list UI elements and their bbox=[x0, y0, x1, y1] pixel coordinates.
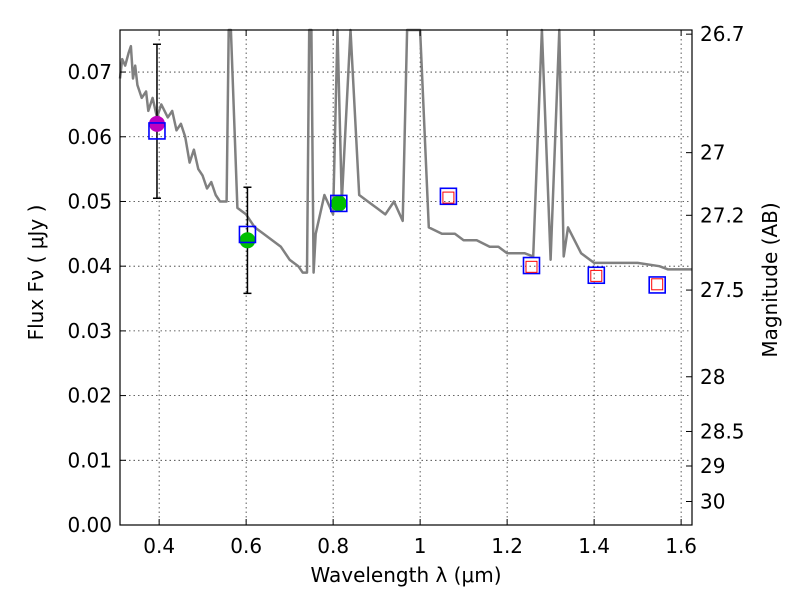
right-tick-label: 28.5 bbox=[700, 419, 745, 443]
x-tick-label: 0.6 bbox=[230, 534, 262, 558]
right-axis-label: Magnitude (AB) bbox=[758, 202, 782, 357]
synthetic-flux-square bbox=[522, 256, 541, 275]
synthetic-flux-square bbox=[238, 225, 257, 244]
right-tick-label: 28 bbox=[700, 365, 725, 389]
right-tick-label: 27.2 bbox=[700, 203, 745, 227]
axis-ticks: 0.4 0.6 0.8 1 1.2 1.4 1.6 0.00 0.01 0.02 0.03 0.04 0… bbox=[67, 22, 744, 558]
y-tick-label: 0.06 bbox=[67, 125, 112, 149]
y-tick-label: 0.02 bbox=[67, 384, 112, 408]
x-tick-label: 1.2 bbox=[491, 534, 523, 558]
x-tick-label: 1.4 bbox=[578, 534, 610, 558]
y-tick-label: 0.00 bbox=[67, 513, 112, 537]
y-tick-label: 0.05 bbox=[67, 189, 112, 213]
model-flux-square bbox=[651, 278, 664, 291]
x-tick-label: 0.4 bbox=[143, 534, 175, 558]
observed-point bbox=[239, 232, 256, 249]
grid-lines bbox=[120, 30, 692, 526]
x-tick-label: 0.8 bbox=[317, 534, 349, 558]
right-tick-label: 27 bbox=[700, 141, 725, 165]
synthetic-flux-square bbox=[329, 194, 348, 213]
synthetic-flux-square bbox=[148, 122, 166, 140]
y-tick-label: 0.04 bbox=[67, 254, 112, 278]
data-points bbox=[148, 43, 667, 295]
right-tick-label: 30 bbox=[700, 490, 725, 514]
plot-frame bbox=[119, 29, 693, 526]
observed-point bbox=[148, 115, 165, 132]
synthetic-flux-square bbox=[439, 187, 458, 206]
model-flux-square bbox=[590, 269, 603, 282]
y-tick-label: 0.01 bbox=[67, 448, 112, 472]
right-tick-label: 26.7 bbox=[700, 22, 745, 46]
right-tick-label: 27.5 bbox=[700, 278, 745, 302]
right-tick-label: 29 bbox=[700, 454, 725, 478]
observed-point bbox=[330, 195, 347, 212]
model-spectrum bbox=[118, 28, 692, 274]
x-tick-label: 1.6 bbox=[665, 534, 697, 558]
y-tick-label: 0.03 bbox=[67, 319, 112, 343]
y-axis-label: Flux Fν ( μJy ) bbox=[24, 205, 48, 341]
synthetic-flux-square bbox=[587, 266, 606, 285]
x-tick-label: 1 bbox=[414, 534, 427, 558]
model-flux-square bbox=[442, 191, 455, 204]
model-spectrum-line bbox=[118, 28, 692, 274]
x-axis-label: Wavelength λ (μm) bbox=[310, 563, 501, 587]
synthetic-flux-square bbox=[648, 276, 667, 294]
model-flux-square bbox=[525, 260, 538, 273]
y-tick-label: 0.07 bbox=[67, 60, 112, 84]
